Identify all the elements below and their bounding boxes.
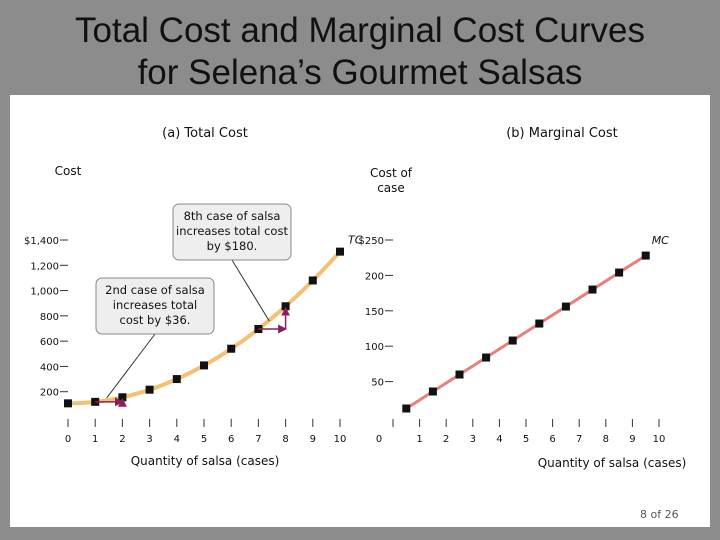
chart-b-xtick-label: 0	[376, 434, 382, 445]
chart-a-xtick-label: 3	[146, 434, 152, 445]
chart-b-xtick-label: 4	[496, 434, 502, 445]
chart-b-xtick-label: 8	[603, 434, 609, 445]
tc-curve-label: TC	[348, 234, 363, 247]
chart-b-xtick-label: 7	[576, 434, 582, 445]
callout-2nd-case-line: cost by $36.	[120, 313, 191, 327]
mc-line-label: MC	[652, 234, 669, 247]
chart-b-ytick-label: 200	[365, 271, 384, 282]
chart-a-title: (a) Total Cost	[162, 126, 248, 141]
mc-point	[508, 336, 517, 345]
mc-point	[641, 251, 650, 260]
callout-2nd-case-pointer	[106, 333, 156, 399]
chart-a-xtick-label: 0	[65, 434, 71, 445]
chart-b-xlabel: Quantity of salsa (cases)	[538, 456, 687, 470]
chart-b-xtick-label: 3	[470, 434, 476, 445]
tc-point	[281, 302, 290, 311]
chart-b-xtick-label: 6	[549, 434, 555, 445]
chart-a-xtick-label: 4	[174, 434, 180, 445]
mc-line	[405, 254, 647, 410]
chart-a-ytick-label: 1,000	[30, 287, 59, 298]
tc-point	[227, 344, 236, 353]
total-cost-chart: (a) Total Cost Cost Quantity of salsa (cas…	[24, 126, 363, 468]
chart-a-ytick-label: 400	[40, 362, 59, 373]
charts-svg: (a) Total Cost Cost Quantity of salsa (cas…	[24, 126, 687, 470]
chart-a-xtick-label: 5	[201, 434, 207, 445]
chart-b-xtick-label: 5	[523, 434, 529, 445]
chart-a-ylabel: Cost	[55, 164, 82, 178]
tc-point	[145, 385, 154, 394]
tc-point	[64, 399, 72, 408]
chart-a-ytick-label: 200	[40, 388, 59, 399]
mc-point	[588, 285, 597, 294]
chart-b-ytick-label: $250	[359, 236, 384, 247]
chart-b-title: (b) Marginal Cost	[506, 126, 618, 141]
mc-point	[402, 404, 411, 413]
mc-point	[561, 302, 570, 311]
mc-point	[615, 268, 624, 277]
chart-b-ylabel: Cost of	[370, 166, 413, 180]
mc-point	[455, 370, 464, 379]
chart-b-xtick-label: 10	[653, 434, 666, 445]
callout-8th-case-line: 8th case of salsa	[184, 209, 281, 223]
tc-point	[118, 393, 127, 402]
mc-point	[535, 319, 544, 328]
chart-b-ytick-label: 150	[365, 307, 384, 318]
callout-8th-case-line: by $180.	[207, 239, 258, 253]
chart-a-ytick-label: $1,400	[24, 236, 59, 247]
slide-title: Total Cost and Marginal Cost Curves for …	[0, 10, 720, 94]
chart-a-ytick-label: 600	[40, 337, 59, 348]
chart-b-ylabel: case	[377, 181, 405, 195]
tc-point	[308, 276, 317, 285]
callout-8th-case-pointer	[231, 259, 270, 322]
mc-point	[482, 353, 491, 362]
chart-b-xtick-label: 2	[443, 434, 449, 445]
chart-a-ytick-label: 800	[40, 312, 59, 323]
chart-panel: (a) Total Cost Cost Quantity of salsa (cas…	[10, 95, 710, 527]
chart-a-xlabel: Quantity of salsa (cases)	[131, 454, 280, 468]
chart-a-ytick-label: 1,200	[30, 261, 59, 272]
tc-point	[336, 247, 344, 256]
chart-b-ytick-label: 100	[365, 342, 384, 353]
chart-a-xtick-label: 9	[310, 434, 316, 445]
mc-point	[428, 387, 437, 396]
chart-b-xtick-label: 9	[629, 434, 635, 445]
slide-title-line-1: Total Cost and Marginal Cost Curves	[75, 11, 645, 50]
chart-b-xtick-label: 1	[416, 434, 422, 445]
page-number: 8 of 26	[640, 508, 679, 521]
chart-a-xtick-label: 2	[119, 434, 125, 445]
chart-a-xtick-label: 1	[92, 434, 98, 445]
chart-a-xtick-label: 7	[255, 434, 261, 445]
tc-point	[200, 361, 208, 370]
chart-a-xtick-label: 8	[282, 434, 288, 445]
callout-2nd-case-box	[95, 277, 215, 335]
tc-point	[172, 375, 181, 384]
chart-b-ytick-label: 50	[371, 378, 384, 389]
callout-2nd-case-line: increases total	[113, 298, 197, 312]
callout-2nd-case-line: 2nd case of salsa	[105, 283, 205, 297]
chart-a-xtick-label: 6	[228, 434, 234, 445]
callout-8th-case-line: increases total cost	[176, 224, 288, 238]
slide-title-line-2: for Selena’s Gourmet Salsas	[137, 53, 583, 92]
callout-8th-case-box	[172, 203, 292, 261]
chart-a-xtick-label: 10	[334, 434, 347, 445]
